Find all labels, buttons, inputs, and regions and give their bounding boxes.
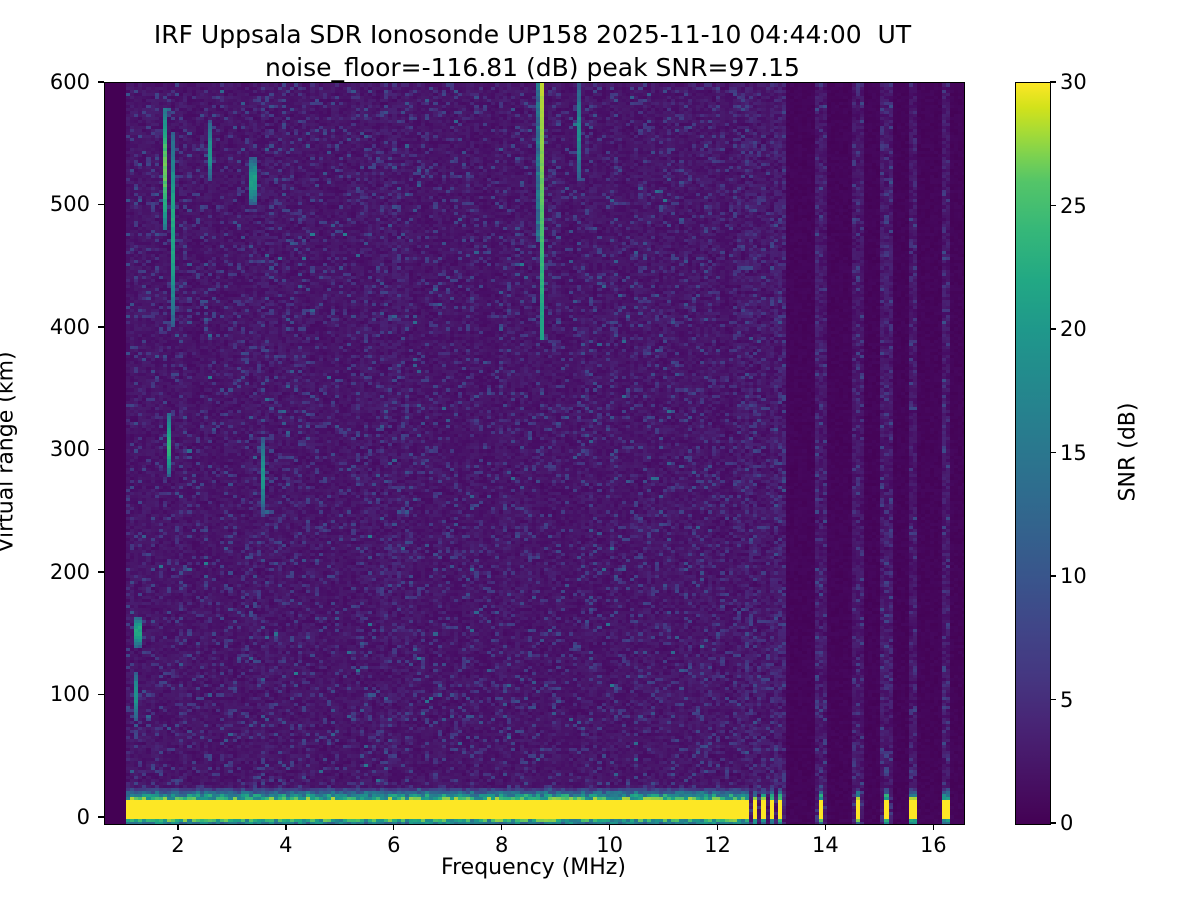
y-tick-label: 600 [49, 70, 90, 94]
ionogram-heatmap [105, 83, 964, 824]
colorbar-tick-mark [1050, 451, 1056, 454]
x-tick-label: 2 [171, 833, 185, 857]
x-tick-label: 6 [387, 833, 401, 857]
colorbar-tick-label: 5 [1060, 687, 1074, 712]
y-tick-label: 500 [49, 192, 90, 217]
y-tick-mark [98, 203, 104, 206]
y-tick-label: 100 [49, 682, 90, 707]
y-tick-mark [98, 448, 104, 451]
colorbar-tick-mark [1050, 81, 1056, 83]
x-tick-mark [177, 824, 179, 830]
y-tick-label: 200 [49, 559, 90, 584]
x-tick-mark [824, 824, 827, 830]
y-tick-label: 300 [49, 437, 90, 462]
x-tick-mark [608, 824, 611, 830]
y-tick-mark [98, 571, 104, 573]
x-tick-mark [932, 824, 935, 830]
figure-title: IRF Uppsala SDR Ionosonde UP158 2025-11-… [0, 18, 1065, 84]
y-tick-mark [98, 326, 104, 328]
x-tick-label: 14 [812, 833, 839, 857]
x-tick-mark [393, 824, 395, 830]
x-axis-label: Frequency (MHz) [441, 855, 626, 880]
x-tick-mark [716, 824, 719, 830]
x-tick-label: 16 [919, 833, 947, 857]
y-tick-mark [98, 816, 104, 818]
colorbar-tick-mark [1050, 822, 1056, 824]
x-tick-label: 8 [494, 833, 509, 857]
colorbar-tick-mark [1050, 698, 1056, 701]
colorbar-tick-label: 25 [1060, 193, 1087, 218]
title-line-2: noise_floor=-116.81 (dB) peak SNR=97.15 [265, 53, 800, 82]
snr-colorbar [1015, 82, 1051, 825]
colorbar-tick-mark [1050, 328, 1056, 330]
y-tick-mark [98, 81, 104, 83]
y-axis-label: Virtual range (km) [0, 351, 19, 553]
y-tick-mark [98, 693, 104, 696]
colorbar-label: SNR (dB) [1115, 402, 1141, 502]
x-tick-mark [501, 824, 503, 830]
x-tick-label: 10 [596, 833, 623, 857]
colorbar-tick-label: 20 [1060, 317, 1087, 341]
x-tick-label: 4 [279, 833, 293, 857]
colorbar-tick-label: 30 [1060, 70, 1087, 94]
x-tick-mark [285, 824, 287, 830]
colorbar-tick-label: 0 [1060, 811, 1074, 835]
colorbar-tick-label: 15 [1060, 440, 1087, 465]
x-tick-label: 12 [704, 833, 731, 857]
colorbar-tick-mark [1050, 575, 1056, 577]
y-tick-label: 0 [76, 804, 90, 829]
colorbar-tick-mark [1050, 204, 1056, 207]
colorbar-tick-label: 10 [1060, 564, 1087, 588]
title-line-1: IRF Uppsala SDR Ionosonde UP158 2025-11-… [153, 20, 912, 49]
ionogram-axes [104, 82, 965, 825]
y-tick-label: 400 [49, 314, 90, 339]
